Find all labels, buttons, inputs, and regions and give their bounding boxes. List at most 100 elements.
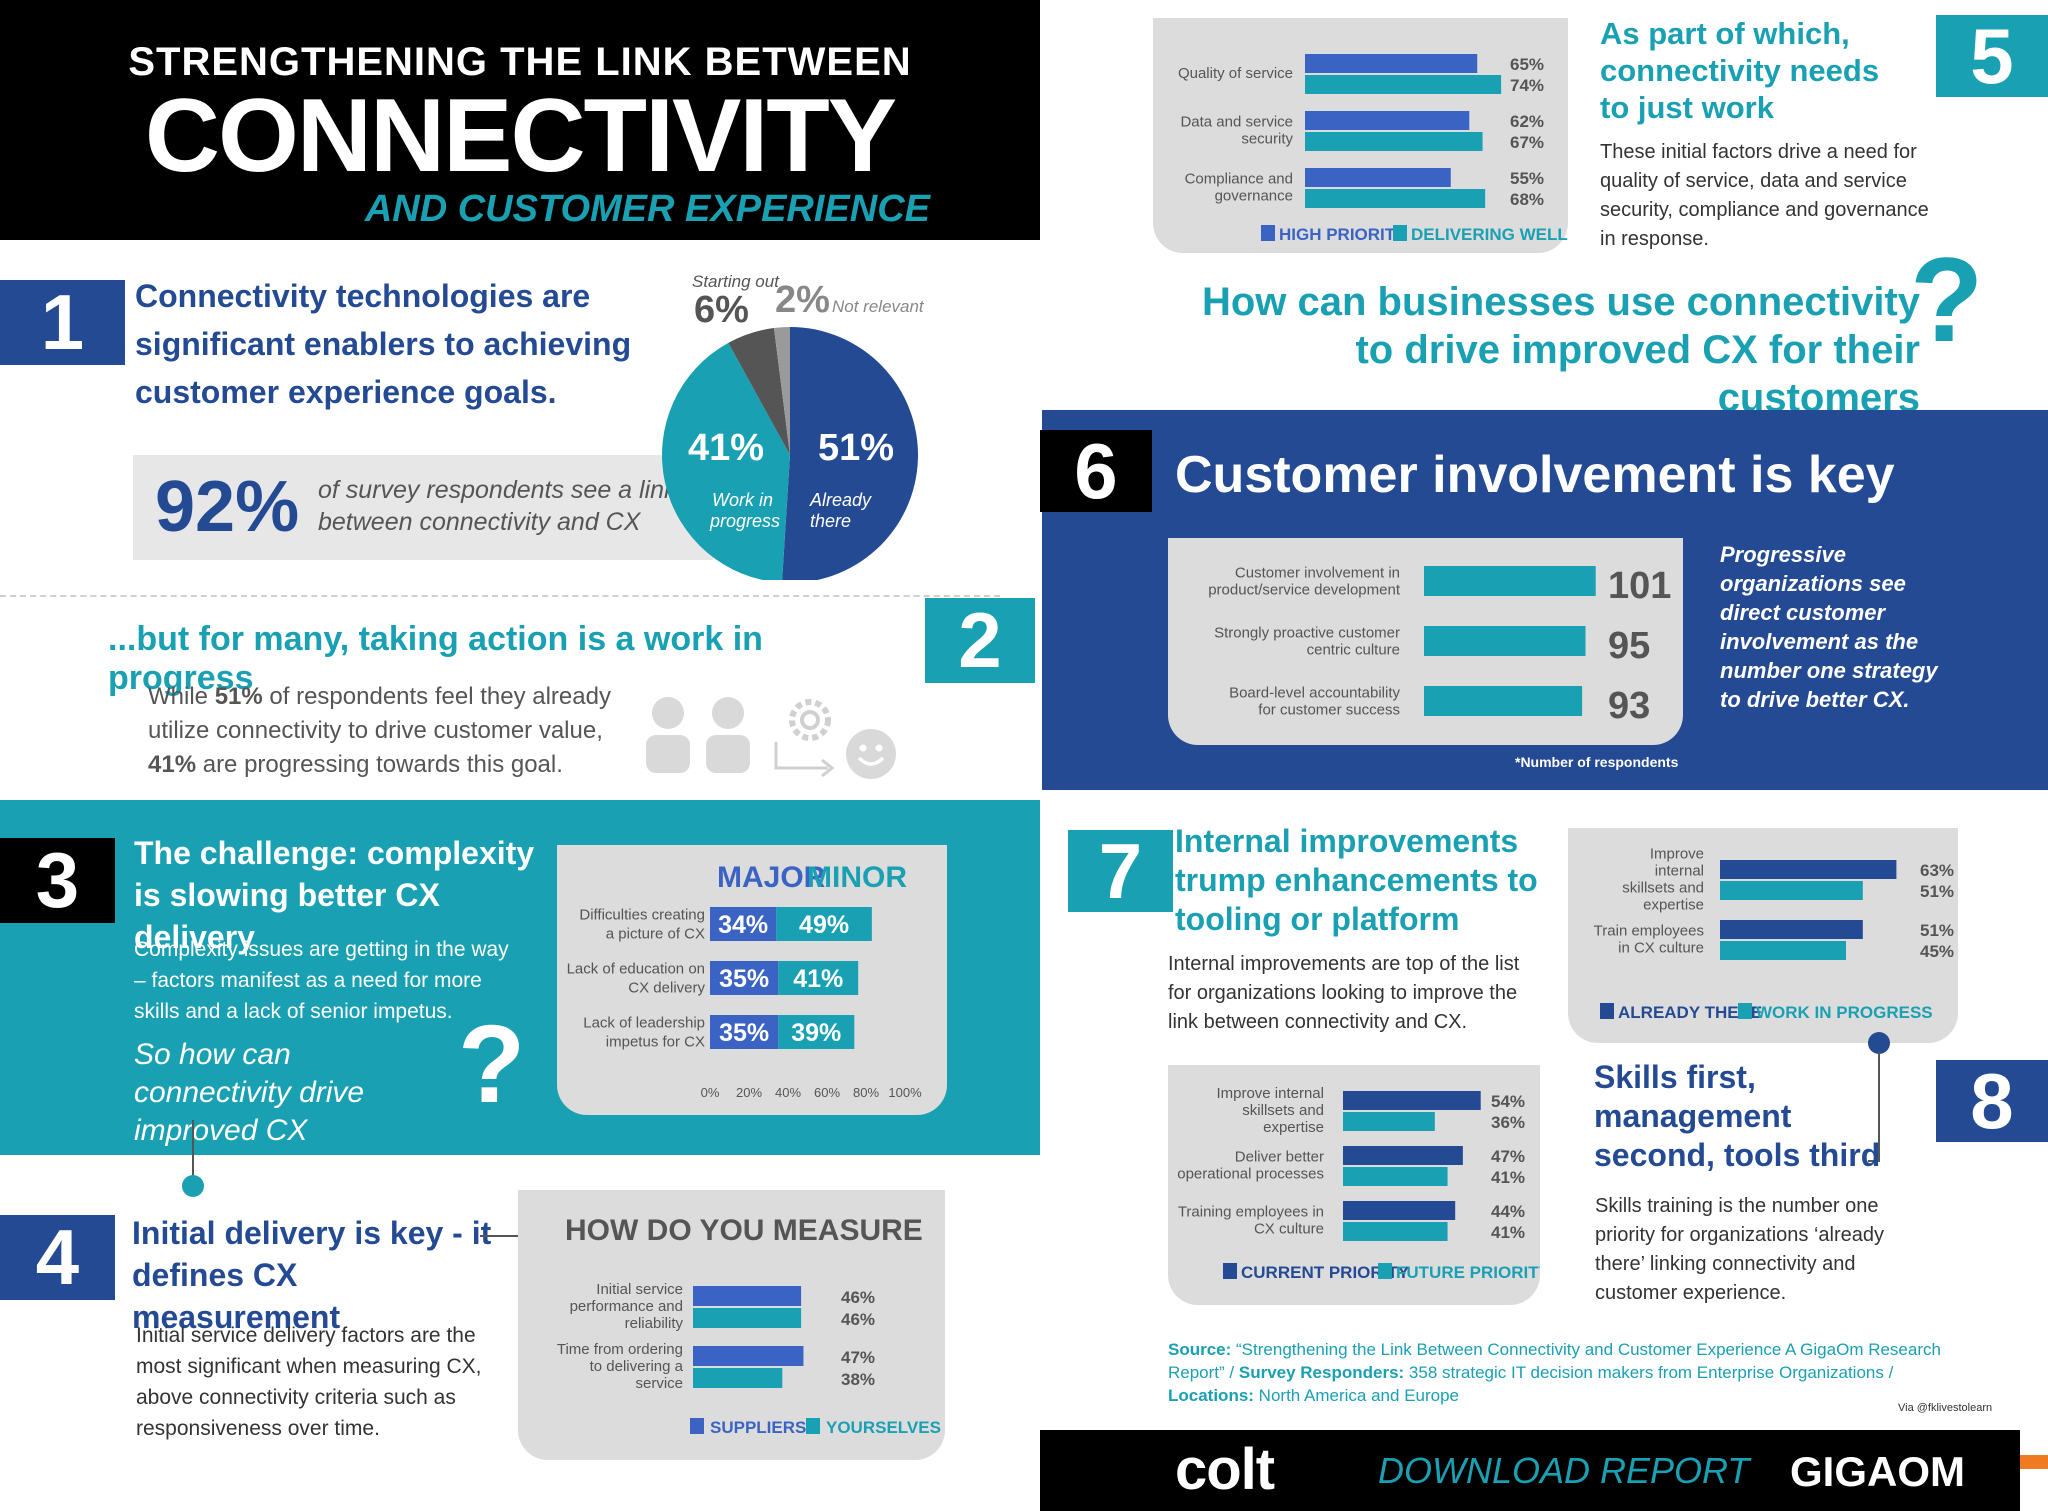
internal-bars-bar-future-priority-0 xyxy=(1343,1112,1435,1131)
internal-legend-future: FUTURE PRIORITY xyxy=(1396,1263,1540,1282)
source-text: Source: “Strengthening the Link Between … xyxy=(1168,1340,1941,1405)
measure-bars: Initial service performance and reliabilit… xyxy=(557,1281,875,1392)
quality-bars-value-delivering-well-0: 74% xyxy=(1510,76,1544,95)
measure-bars-bar-suppliers-1 xyxy=(693,1346,804,1366)
involvement-label-1: Strongly proactive customer centric cultu… xyxy=(1214,625,1400,659)
section-5-badge: 5 xyxy=(1936,12,2048,100)
pie-value-progress: 41% xyxy=(688,427,764,469)
skills-bars-value-work-in-progress-0: 51% xyxy=(1920,882,1954,901)
challenge-value-minor-0: 49% xyxy=(799,911,849,939)
involvement-value-0: 101 xyxy=(1608,565,1671,607)
quality-bars-value-high-priority-1: 62% xyxy=(1510,112,1544,131)
internal-chart: Improve internal skillsets and expertise 54… xyxy=(1177,1085,1540,1282)
measure-legend-suppliers: SUPPLIERS xyxy=(710,1418,806,1437)
stat-92: 92% xyxy=(155,467,300,547)
challenge-value-minor-2: 39% xyxy=(791,1019,841,1047)
connector-line-4 xyxy=(480,1235,542,1237)
skills-bars: Improve internal skillsets and expertise 63%… xyxy=(1594,846,1954,962)
internal-bars-value-future-priority-0: 36% xyxy=(1491,1113,1525,1132)
section-3-question: So how can connectivity drive improved C… xyxy=(134,1038,365,1147)
measure-bars-value-suppliers-0: 46% xyxy=(841,1288,875,1307)
connector-dot-8 xyxy=(1868,1032,1890,1054)
quality-bars-bar-high-priority-1 xyxy=(1305,111,1470,130)
involvement-bar-0 xyxy=(1424,566,1596,596)
measure-bars-value-suppliers-1: 47% xyxy=(841,1348,875,1367)
challenge-tick-5: 100% xyxy=(888,1085,922,1100)
internal-legend-current-swatch xyxy=(1223,1263,1237,1279)
measure-bars-bar-yourselves-1 xyxy=(693,1368,783,1388)
measure-bars-label-1: Time from ordering to delivering a service xyxy=(557,1341,684,1392)
measure-legend-yourselves-swatch xyxy=(806,1418,820,1434)
quality-bars-bar-high-priority-2 xyxy=(1305,168,1451,187)
internal-bars-label-2: Training employees in CX culture xyxy=(1178,1204,1324,1238)
internal-legend-future-swatch xyxy=(1378,1263,1392,1279)
internal-bars-value-current-priority-2: 44% xyxy=(1491,1202,1525,1221)
involvement-bar-1 xyxy=(1424,626,1586,656)
challenge-bars: Difficulties creating a picture of CX 34% 4… xyxy=(567,907,923,1101)
skills-bars-bar-already-there-1 xyxy=(1720,920,1863,939)
internal-bars-value-future-priority-1: 41% xyxy=(1491,1168,1525,1187)
connector-dot-3 xyxy=(182,1175,204,1197)
section-2-heading: ...but for many, taking action is a work… xyxy=(108,620,763,697)
download-report-link[interactable]: DOWNLOAD REPORT xyxy=(1378,1450,1750,1491)
internal-bars-value-current-priority-1: 47% xyxy=(1491,1147,1525,1166)
quality-bars-label-1: Data and service security xyxy=(1180,114,1293,148)
pie-slices xyxy=(662,327,918,580)
quality-bars-label-0: Quality of service xyxy=(1178,65,1293,82)
section-7-heading: Internal improvements trump enhancements… xyxy=(1175,823,1538,937)
section-8-badge: 8 xyxy=(1936,1057,2048,1145)
challenge-tick-0: 0% xyxy=(701,1085,720,1100)
internal-legend-current: CURRENT PRIORITY xyxy=(1241,1263,1410,1282)
section-3-qmark: ? xyxy=(458,1003,526,1126)
skills-bars-bar-work-in-progress-0 xyxy=(1720,881,1863,900)
stat-92-text: of survey respondents see a link between… xyxy=(318,476,677,536)
challenge-bar-minor-1 xyxy=(778,961,859,995)
challenge-bar-major-0 xyxy=(710,907,777,941)
stat-box xyxy=(133,455,713,560)
title-line1: STRENGTHENING THE LINK BETWEEN xyxy=(128,40,912,84)
title-line2: CONNECTIVITY xyxy=(144,78,897,194)
quality-legend-deliver-swatch xyxy=(1393,225,1407,241)
internal-bars-bar-current-priority-1 xyxy=(1343,1146,1463,1165)
challenge-legend-minor: MINOR xyxy=(807,861,907,894)
section-8-heading: Skills first, management second, tools t… xyxy=(1594,1059,1881,1173)
section-6-side: Progressive organizations see direct cus… xyxy=(1720,542,1938,712)
section-3-heading: The challenge: complexity is slowing bet… xyxy=(134,835,535,955)
skills-bars-label-1: Train employees in CX culture xyxy=(1594,923,1704,957)
internal-bars: Improve internal skillsets and expertise 54… xyxy=(1177,1085,1525,1242)
challenge-tick-3: 60% xyxy=(814,1085,840,1100)
skills-bars-label-0: Improve internal skillsets and expertise xyxy=(1622,846,1704,914)
quality-legend-high-swatch xyxy=(1261,225,1275,241)
involvement-bars: Customer involvement in product/service d… xyxy=(1208,565,1671,728)
measure-bars-bar-yourselves-0 xyxy=(693,1308,802,1328)
challenge-value-minor-1: 41% xyxy=(793,965,843,993)
internal-bars-value-current-priority-0: 54% xyxy=(1491,1092,1525,1111)
footer-orange-tab xyxy=(2020,1455,2048,1469)
involvement-value-1: 95 xyxy=(1608,625,1650,667)
internal-bars-bar-future-priority-1 xyxy=(1343,1167,1448,1186)
challenge-value-major-1: 35% xyxy=(719,965,769,993)
quality-bars-label-2: Compliance and governance xyxy=(1185,171,1293,205)
measure-legend-yourselves: YOURSELVES xyxy=(826,1418,941,1437)
pie-value-starting: 6% xyxy=(694,289,749,331)
internal-bars-bar-current-priority-0 xyxy=(1343,1091,1481,1110)
pie-chart: Starting out 6% 2% Not relevant 51% Alre… xyxy=(662,272,925,580)
arrow-icon xyxy=(774,742,835,778)
quality-bars-bar-delivering-well-0 xyxy=(1305,75,1502,94)
section-4-body: Initial service delivery factors are the… xyxy=(136,1324,482,1440)
skills-legend-already-swatch xyxy=(1600,1003,1614,1019)
section-3-body: Complexity issues are getting in the way… xyxy=(134,938,509,1023)
section-3-badge: 3 xyxy=(0,836,115,924)
gigaom-logo: GIGAOM xyxy=(1790,1448,1965,1495)
challenge-label-0: Difficulties creating a picture of CX xyxy=(579,907,705,943)
pie-label-progress2: progress xyxy=(709,511,780,531)
involvement-value-2: 93 xyxy=(1608,685,1650,727)
internal-bars-bar-current-priority-2 xyxy=(1343,1201,1456,1220)
challenge-bar-major-2 xyxy=(710,1015,779,1049)
section-1-heading: Connectivity technologies are significan… xyxy=(135,278,632,410)
involvement-bar-2 xyxy=(1424,686,1583,716)
section-8-body: Skills training is the number one priori… xyxy=(1595,1195,1885,1304)
quality-bars-value-delivering-well-2: 68% xyxy=(1510,190,1544,209)
challenge-tick-1: 20% xyxy=(736,1085,762,1100)
smiley-icon xyxy=(846,729,896,779)
